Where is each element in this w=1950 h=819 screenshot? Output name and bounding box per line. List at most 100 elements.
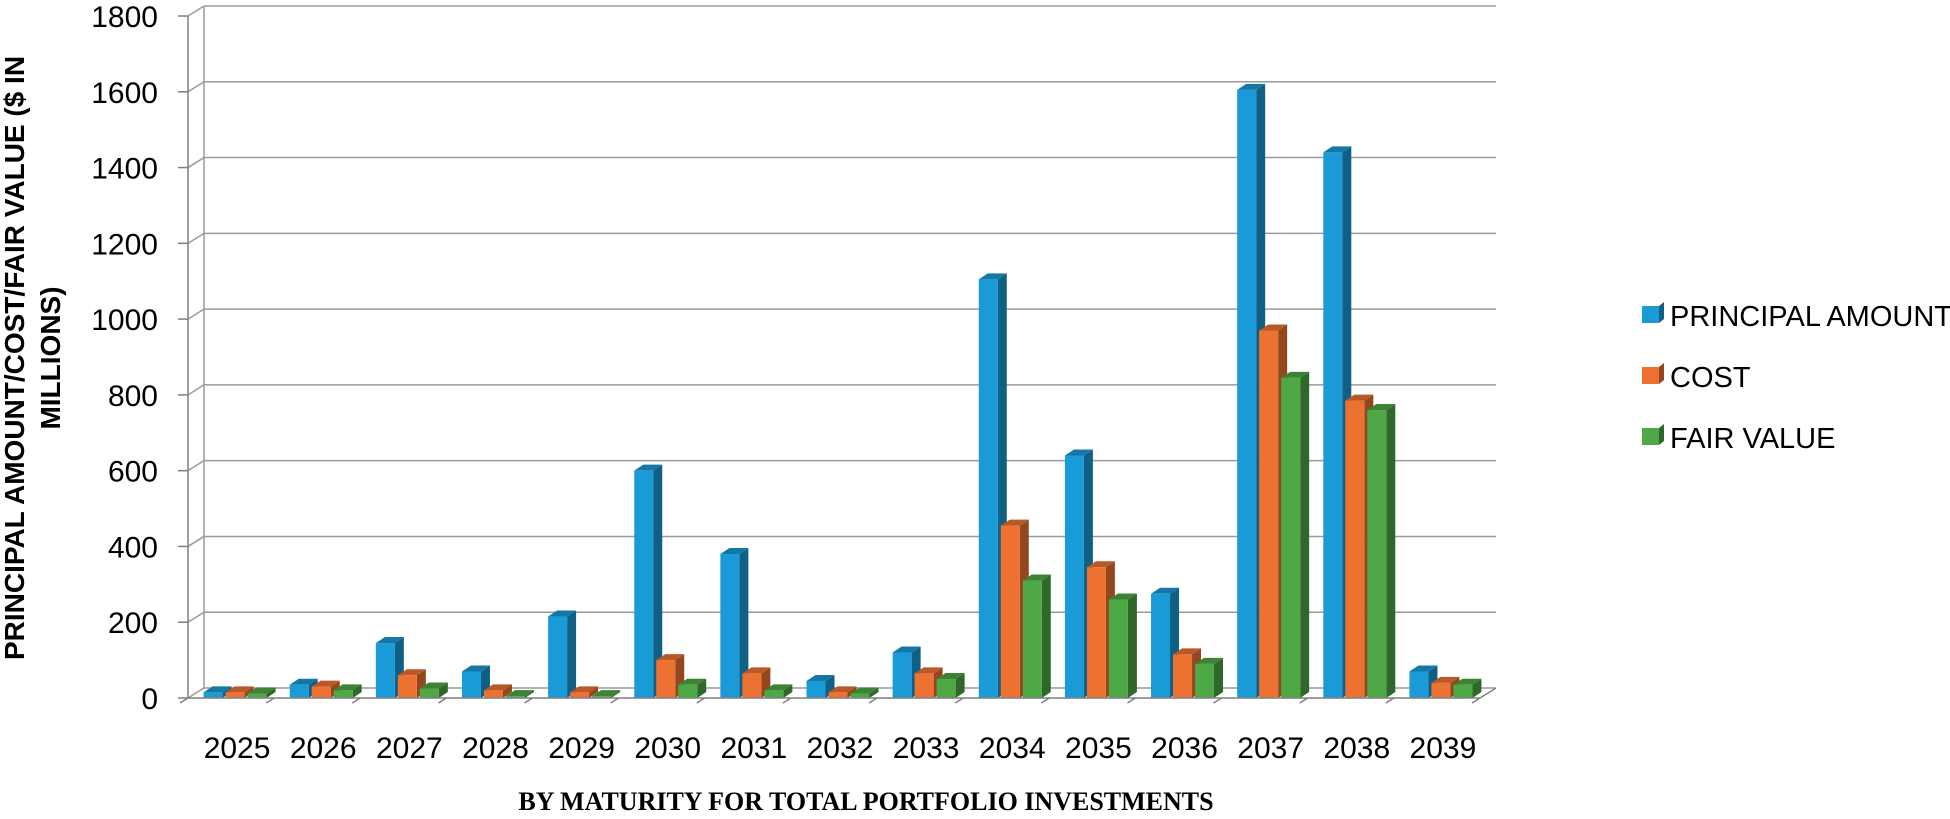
bar-front: [505, 696, 525, 698]
gridline-depth: [187, 611, 205, 623]
bar-front: [225, 692, 245, 698]
bar-side: [697, 678, 707, 698]
bar-top: [1431, 676, 1460, 683]
bar-top: [914, 667, 943, 674]
bar-top: [570, 686, 599, 693]
x-tick-mark: [1040, 697, 1050, 704]
bar-front: [1345, 400, 1365, 698]
bar-front: [914, 673, 934, 698]
y-axis-title-line-2: MILLIONS): [35, 286, 66, 429]
y-tick-label: 1400: [91, 153, 158, 186]
bar-front: [1281, 377, 1301, 698]
bar-front: [333, 690, 353, 698]
bar-front: [634, 470, 654, 698]
bar-front: [548, 616, 568, 698]
x-tick-label: 2029: [548, 732, 615, 765]
bar-front: [1259, 330, 1279, 698]
bar-2026-1: [311, 680, 340, 698]
bar-top: [461, 665, 490, 672]
bar-front: [656, 660, 676, 698]
y-tick-label: 1800: [91, 1, 158, 34]
bar-top: [1453, 678, 1482, 685]
bar-top: [806, 674, 835, 681]
bar-top: [1237, 83, 1266, 90]
bar-2025-1: [225, 686, 254, 698]
bar-front: [1367, 410, 1387, 698]
gridline-depth: [187, 308, 205, 320]
bar-2031-1: [742, 667, 771, 698]
bar-top: [1086, 561, 1115, 568]
bar-2031-0: [720, 548, 749, 698]
bar-2032-1: [828, 686, 857, 698]
bar-front: [1000, 525, 1020, 698]
bar-front: [419, 688, 439, 698]
bar-side: [653, 464, 663, 698]
bar-front: [1151, 593, 1171, 698]
bar-2039-2: [1453, 678, 1482, 698]
gridline-depth: [187, 535, 205, 548]
bar-2029-1: [570, 686, 599, 698]
y-axis-title-line-1: PRINCIPAL AMOUNT/COST/FAIR VALUE ($ IN: [0, 56, 30, 660]
bar-front: [483, 690, 503, 698]
legend-label: COST: [1670, 362, 1751, 394]
bar-side: [438, 682, 448, 698]
bar-top: [1281, 371, 1310, 378]
bar-top: [397, 669, 426, 676]
x-tick-mark: [1127, 697, 1136, 704]
bar-top: [1259, 324, 1288, 331]
bar-front: [1431, 682, 1451, 698]
bar-front: [1237, 89, 1257, 699]
bar-front: [828, 692, 848, 698]
x-tick-mark: [351, 697, 361, 704]
bar-2031-2: [764, 684, 793, 698]
bar-top: [311, 680, 340, 687]
bar-side: [783, 684, 793, 698]
bar-front: [570, 692, 590, 698]
bar-front: [1086, 567, 1106, 698]
bar-2030-2: [678, 678, 707, 698]
bar-side: [611, 690, 621, 698]
bar-front: [592, 696, 612, 698]
bar-top: [333, 684, 362, 691]
bar-side: [244, 686, 254, 698]
legend-item: FAIR VALUE: [1642, 423, 1835, 455]
bar-2028-2: [505, 690, 534, 698]
bar-2036-2: [1195, 657, 1224, 698]
bar-front: [311, 686, 331, 698]
gridline-depth: [187, 5, 205, 17]
bar-side: [589, 686, 599, 698]
bar-front: [978, 279, 998, 698]
bar-side: [847, 686, 857, 698]
bar-top: [656, 654, 685, 661]
bar-top: [1367, 404, 1396, 411]
x-tick-label: 2039: [1410, 732, 1477, 765]
bar-front: [806, 680, 826, 698]
bar-front: [892, 652, 912, 698]
x-tick-label: 2037: [1237, 732, 1304, 765]
bar-top: [1345, 394, 1374, 401]
bar-side: [567, 610, 577, 698]
bar-front: [850, 693, 870, 698]
bar-front: [203, 692, 223, 698]
bar-2037-2: [1281, 371, 1310, 698]
x-tick-label: 2033: [893, 732, 960, 765]
bar-top: [742, 667, 771, 674]
x-tick-mark: [610, 697, 620, 704]
bar-top: [936, 673, 965, 680]
bar-top: [1151, 587, 1180, 594]
bar-2032-2: [850, 687, 879, 698]
gridline-depth: [187, 460, 205, 472]
x-tick-label: 2028: [462, 732, 529, 765]
bar-side: [502, 684, 512, 698]
y-tick-label: 800: [108, 380, 158, 413]
y-tick-label: 1200: [91, 228, 158, 261]
bar-front: [1323, 152, 1343, 698]
bar-side: [1214, 657, 1224, 698]
x-tick-label: 2027: [376, 732, 443, 765]
legend-label: PRINCIPAL AMOUNT: [1670, 301, 1950, 333]
y-axis: 0 200 400 600 800 1000 1200 1400 1600 1800: [91, 1, 189, 716]
gridline-depth: [187, 81, 205, 93]
legend-label: FAIR VALUE: [1670, 423, 1835, 455]
bar-front: [461, 671, 481, 698]
x-tick-label: 2025: [204, 732, 271, 765]
